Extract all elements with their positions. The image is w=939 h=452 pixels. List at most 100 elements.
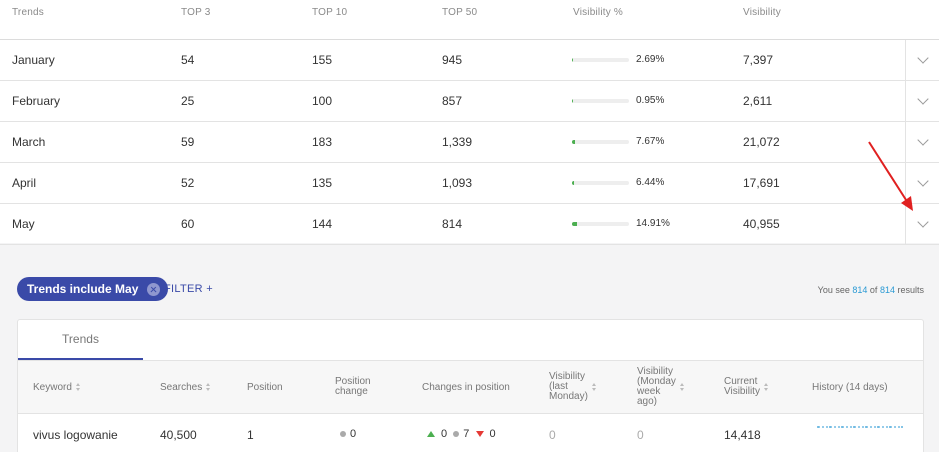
- keywords-table-header: Keyword Searches Position Position chang…: [18, 360, 923, 414]
- expand-row-button[interactable]: [905, 81, 939, 121]
- header-history-label: History (14 days): [812, 382, 888, 393]
- header-searches[interactable]: Searches: [160, 383, 211, 393]
- arrow-down-icon: [475, 431, 484, 438]
- keywords-panel: Trends Keyword Searches Position Positio…: [17, 319, 924, 452]
- month-cell: May: [12, 217, 35, 231]
- month-cell: February: [12, 94, 61, 108]
- header-current-vis-line2: Visibility: [724, 386, 760, 397]
- vis-week-ago-cell: 0: [637, 428, 644, 442]
- top10-cell: 155: [312, 53, 333, 67]
- filter-chip[interactable]: Trends include May: [17, 277, 169, 301]
- top3-cell: 54: [181, 53, 195, 67]
- visibility-cell: 17,691: [743, 176, 780, 190]
- table-row[interactable]: May 60 144 814 40,955 14.91%: [0, 204, 939, 245]
- results-of: of: [869, 285, 878, 295]
- visibility-cell: 21,072: [743, 135, 780, 149]
- visibility-progress-bar: [572, 99, 629, 103]
- changes-down-value: 0: [489, 428, 496, 440]
- vis-last-monday-cell: 0: [549, 428, 556, 442]
- header-changes-in-position[interactable]: Changes in position: [422, 383, 510, 393]
- visibility-progress-fill: [572, 58, 574, 62]
- table-row[interactable]: February 25 100 857 2,611 0.95%: [0, 81, 939, 122]
- expand-row-button[interactable]: [905, 40, 939, 80]
- visibility-pct-cell: 6.44%: [636, 177, 665, 188]
- header-vis-last-line1: Visibility: [549, 371, 585, 382]
- results-prefix: You see: [817, 285, 850, 295]
- expand-row-button[interactable]: [905, 204, 939, 244]
- table-header: Trends TOP 3 TOP 10 TOP 50 Visibility % …: [0, 0, 939, 40]
- chevron-down-icon: [916, 52, 929, 64]
- keyword-cell[interactable]: vivus logowanie: [33, 428, 118, 442]
- results-suffix: results: [897, 285, 924, 295]
- header-visibility[interactable]: Visibility: [743, 7, 781, 18]
- top50-cell: 1,093: [442, 176, 473, 190]
- visibility-progress-bar: [572, 58, 629, 62]
- table-row[interactable]: January 54 155 945 7,397 2.69%: [0, 40, 939, 81]
- top10-cell: 135: [312, 176, 333, 190]
- chevron-down-icon: [916, 216, 929, 228]
- visibility-cell: 40,955: [743, 217, 780, 231]
- header-vis-last-line2: (last: [549, 381, 568, 392]
- sort-icon: [75, 383, 81, 392]
- header-searches-label: Searches: [160, 382, 203, 394]
- header-keyword[interactable]: Keyword: [33, 383, 81, 393]
- month-cell: April: [12, 176, 37, 190]
- header-position[interactable]: Position: [247, 383, 283, 393]
- changes-up-value: 0: [441, 428, 448, 440]
- top3-cell: 52: [181, 176, 195, 190]
- table-row[interactable]: April 52 135 1,093 17,691 6.44%: [0, 163, 939, 204]
- header-current-vis-line1: Current: [724, 376, 758, 387]
- header-vis-week-line4: ago): [637, 396, 658, 407]
- visibility-progress-fill: [572, 140, 575, 144]
- header-history[interactable]: History (14 days): [812, 383, 888, 393]
- top50-cell: 1,339: [442, 135, 473, 149]
- header-visibility-pct[interactable]: Visibility %: [573, 7, 624, 18]
- plus-icon: +: [206, 283, 213, 295]
- visibility-pct-cell: 7.67%: [636, 136, 665, 147]
- table-row[interactable]: March 59 183 1,339 21,072 7.67%: [0, 122, 939, 163]
- position-change-value: 0: [350, 428, 357, 440]
- current-visibility-cell: 14,418: [724, 428, 761, 442]
- visibility-pct-cell: 14.91%: [636, 218, 670, 229]
- searches-cell: 40,500: [160, 428, 197, 442]
- header-top10[interactable]: TOP 10: [312, 7, 348, 18]
- monthly-trends-table: Trends TOP 3 TOP 10 TOP 50 Visibility % …: [0, 0, 939, 245]
- top50-cell: 945: [442, 53, 463, 67]
- header-position-label: Position: [247, 382, 283, 393]
- sort-icon: [679, 382, 685, 392]
- remove-filter-icon[interactable]: [147, 282, 161, 296]
- visibility-pct-cell: 2.69%: [636, 54, 665, 65]
- header-keyword-label: Keyword: [33, 382, 72, 394]
- position-cell: 1: [247, 428, 254, 442]
- top3-cell: 25: [181, 94, 195, 108]
- header-trends[interactable]: Trends: [12, 7, 44, 18]
- expand-row-button[interactable]: [905, 122, 939, 162]
- visibility-pct-cell: 0.95%: [636, 95, 665, 106]
- header-visibility-week-ago[interactable]: Visibility (Monday week ago): [637, 367, 685, 407]
- top50-cell: 814: [442, 217, 463, 231]
- header-position-change[interactable]: Position change: [335, 377, 371, 397]
- chevron-down-icon: [916, 93, 929, 105]
- visibility-progress-bar: [572, 181, 629, 185]
- results-shown: 814: [852, 285, 868, 295]
- filter-label: FILTER: [164, 283, 203, 295]
- header-vis-week-line2: (Monday: [637, 376, 676, 387]
- header-visibility-last-monday[interactable]: Visibility (last Monday): [549, 372, 597, 402]
- table-row[interactable]: vivus logowanie 40,500 1 0 0 7 0 0 0 14,…: [18, 414, 923, 452]
- arrow-up-icon: [427, 431, 435, 438]
- tab-trends[interactable]: Trends: [18, 320, 143, 360]
- visibility-progress-fill: [572, 99, 574, 103]
- results-total: 814: [879, 285, 895, 295]
- header-top50[interactable]: TOP 50: [442, 7, 478, 18]
- month-cell: March: [12, 135, 46, 149]
- top50-cell: 857: [442, 94, 463, 108]
- changes-cell: 0 7 0: [427, 428, 496, 440]
- add-filter-button[interactable]: FILTER +: [164, 283, 213, 295]
- header-current-visibility[interactable]: Current Visibility: [724, 377, 769, 397]
- top10-cell: 144: [312, 217, 333, 231]
- visibility-progress-bar: [572, 140, 629, 144]
- header-top3[interactable]: TOP 3: [181, 7, 211, 18]
- header-vis-last-line3: Monday): [549, 391, 588, 402]
- history-sparkline[interactable]: [816, 424, 904, 430]
- expand-row-button[interactable]: [905, 163, 939, 203]
